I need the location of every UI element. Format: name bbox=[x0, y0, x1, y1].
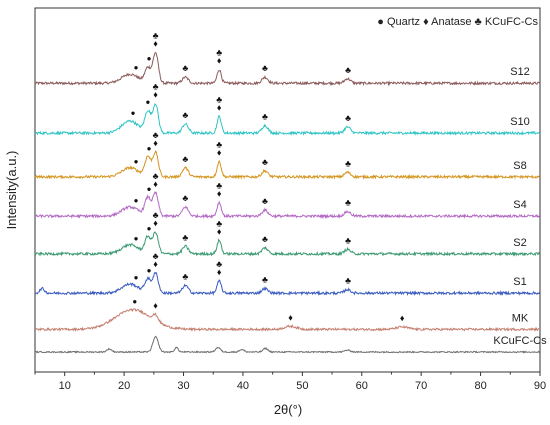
series-line-s4 bbox=[34, 190, 540, 220]
legend-entry-0: ● Quartz bbox=[377, 16, 420, 28]
x-axis-label: 2θ(°) bbox=[274, 402, 302, 417]
phase-marker-s4-4-1: ♦ bbox=[217, 189, 222, 199]
x-axis: 10 20 30 40 50 60 70 80 90 bbox=[34, 372, 546, 392]
x-tick-label-10: 10 bbox=[59, 380, 71, 392]
phase-marker-s12-2-0: ♣ bbox=[153, 30, 159, 40]
phase-marker-s10-0-0: ● bbox=[131, 109, 136, 118]
series-label-s2: S2 bbox=[513, 237, 526, 249]
phase-marker-s4-3-0: ♣ bbox=[182, 193, 188, 203]
phase-marker-s4-0-0: ● bbox=[134, 196, 139, 205]
phase-marker-s2-1-0: ● bbox=[147, 224, 152, 233]
phase-marker-s4-1-0: ● bbox=[147, 185, 152, 194]
phase-marker-s2-4-1: ♦ bbox=[217, 226, 222, 236]
series-label-mk: MK bbox=[512, 312, 529, 324]
legend-entry-2: ♣ KCuFC-Cs bbox=[472, 16, 539, 28]
phase-marker-s4-5-0: ♣ bbox=[262, 196, 268, 206]
phase-marker-s1-3-0: ♣ bbox=[182, 272, 188, 282]
phase-marker-s10-2-1: ♦ bbox=[153, 90, 158, 100]
series-label-s10: S10 bbox=[510, 116, 530, 128]
series-label-s12: S12 bbox=[510, 66, 530, 78]
phase-marker-s1-4-1: ♦ bbox=[217, 267, 222, 277]
phase-marker-s8-2-1: ♦ bbox=[153, 138, 158, 148]
phase-marker-s12-6-0: ♣ bbox=[345, 65, 351, 75]
phase-marker-s8-0-0: ● bbox=[134, 157, 139, 166]
x-tick-label-90: 90 bbox=[534, 380, 546, 392]
phase-marker-s10-1-0: ● bbox=[145, 97, 150, 106]
x-tick-label-70: 70 bbox=[415, 380, 427, 392]
series-line-s12 bbox=[34, 51, 541, 87]
series-label-s1: S1 bbox=[513, 276, 526, 288]
phase-marker-s1-1-0: ● bbox=[147, 266, 152, 275]
series-line-s1 bbox=[34, 271, 541, 297]
phase-marker-mk-0-0: ● bbox=[132, 297, 137, 306]
phase-marker-s2-0-0: ● bbox=[134, 234, 139, 243]
phase-marker-s2-5-0: ♣ bbox=[262, 234, 268, 244]
marker-layer: ●●♣♦♣♣♦♣ ♣●●♣♦♣♣♦♣ ♣●●♣♦♣♣♦♣ ♣●●♣♦♣♣♦♣ ♣●●♣♦… bbox=[131, 30, 405, 323]
phase-marker-s1-2-0: ♣ bbox=[153, 251, 159, 261]
phase-marker-s4-2-1: ♦ bbox=[153, 179, 158, 189]
phase-marker-s12-3-0: ♣ bbox=[182, 63, 188, 73]
x-tick-label-40: 40 bbox=[237, 380, 249, 392]
phase-marker-s2-2-1: ♦ bbox=[153, 218, 158, 228]
phase-marker-s10-2-0: ♣ bbox=[153, 82, 159, 92]
phase-marker-s8-4-0: ♣ bbox=[216, 140, 222, 150]
phase-marker-s10-4-0: ♣ bbox=[216, 94, 222, 104]
x-tick-label-80: 80 bbox=[474, 380, 486, 392]
phase-marker-s1-2-1: ♦ bbox=[153, 259, 158, 269]
phase-marker-s12-5-0: ♣ bbox=[262, 63, 268, 73]
phase-marker-s4-4-0: ♣ bbox=[216, 181, 222, 191]
phase-marker-s12-1-0: ● bbox=[147, 54, 152, 63]
phase-marker-s4-6-0: ♣ bbox=[345, 198, 351, 208]
series-label-s8: S8 bbox=[513, 160, 526, 172]
phase-marker-s12-4-1: ♦ bbox=[217, 56, 222, 66]
phase-marker-s10-5-0: ♣ bbox=[262, 112, 268, 122]
phase-marker-s8-3-0: ♣ bbox=[182, 154, 188, 164]
phase-marker-s1-5-0: ♣ bbox=[262, 275, 268, 285]
phase-marker-s12-0-0: ● bbox=[134, 63, 139, 72]
phase-marker-s1-6-0: ♣ bbox=[345, 276, 351, 286]
x-tick-label-50: 50 bbox=[296, 380, 308, 392]
phase-marker-s8-4-1: ♦ bbox=[217, 148, 222, 158]
series-line-s10 bbox=[34, 103, 541, 136]
phase-marker-s10-6-0: ♣ bbox=[345, 113, 351, 123]
series-label-s4: S4 bbox=[513, 199, 526, 211]
x-tick-label-20: 20 bbox=[118, 380, 130, 392]
x-tick-label-30: 30 bbox=[177, 380, 189, 392]
series-layer: S12 S10 S8 S4 S2 S1 MK KCuFC-Cs bbox=[34, 51, 547, 354]
phase-marker-s8-5-0: ♣ bbox=[262, 157, 268, 167]
series-line-mk bbox=[34, 308, 541, 332]
legend: ● Quartz ♦ Anatase ♣ KCuFC-Cs bbox=[377, 16, 538, 28]
y-axis-label: Intensity(a.u.) bbox=[4, 151, 19, 230]
phase-marker-s8-1-0: ● bbox=[147, 144, 152, 153]
phase-marker-s12-4-0: ♣ bbox=[216, 48, 222, 58]
phase-marker-s1-4-0: ♣ bbox=[216, 259, 222, 269]
x-tick-label-60: 60 bbox=[356, 380, 368, 392]
phase-marker-s10-3-0: ♣ bbox=[182, 110, 188, 120]
phase-marker-mk-2-0: ♦ bbox=[288, 312, 293, 322]
phase-marker-s8-2-0: ♣ bbox=[153, 130, 159, 140]
plot-frame bbox=[34, 7, 541, 373]
phase-marker-s2-2-0: ♣ bbox=[153, 210, 159, 220]
phase-marker-s2-6-0: ♣ bbox=[345, 235, 351, 245]
phase-marker-mk-3-0: ♦ bbox=[400, 313, 405, 323]
series-label-kcufc-cs: KCuFC-Cs bbox=[493, 335, 547, 347]
legend-text: ● Quartz ♦ Anatase ♣ KCuFC-Cs bbox=[377, 16, 538, 28]
legend-entry-1: ♦ Anatase bbox=[420, 16, 471, 28]
phase-marker-s4-2-0: ♣ bbox=[153, 171, 159, 181]
series-line-s2 bbox=[34, 231, 541, 257]
phase-marker-s2-4-0: ♣ bbox=[216, 218, 222, 228]
phase-marker-s10-4-1: ♦ bbox=[217, 102, 222, 112]
phase-marker-s8-6-0: ♣ bbox=[345, 158, 351, 168]
phase-marker-s1-0-0: ● bbox=[134, 273, 139, 282]
phase-marker-s12-2-1: ♦ bbox=[153, 38, 158, 48]
phase-marker-mk-1-0: ♦ bbox=[153, 301, 158, 311]
series-line-s8 bbox=[34, 150, 541, 180]
phase-marker-s2-3-0: ♣ bbox=[182, 232, 188, 242]
series-line-kcufc-cs bbox=[34, 335, 541, 354]
